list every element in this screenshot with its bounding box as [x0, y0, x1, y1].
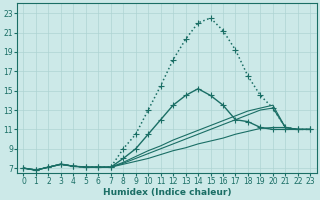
X-axis label: Humidex (Indice chaleur): Humidex (Indice chaleur) — [103, 188, 231, 197]
